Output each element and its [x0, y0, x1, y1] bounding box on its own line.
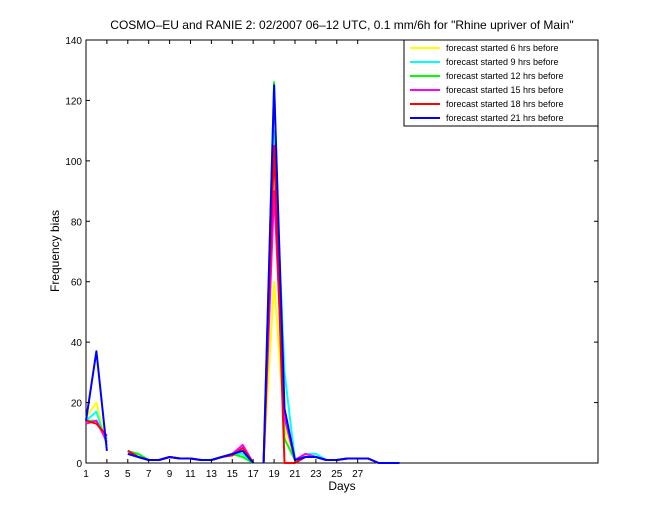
x-tick-label: 15: [227, 469, 239, 480]
legend-entries: forecast started 6 hrs before forecast st…: [410, 43, 564, 123]
y-tick-label: 40: [71, 338, 83, 349]
y-tick-label: 100: [65, 157, 82, 168]
x-tick-label: 9: [167, 469, 173, 480]
legend-label-1: forecast started 9 hrs before: [446, 57, 559, 67]
y-tick-label: 20: [71, 399, 83, 410]
x-tick-label: 3: [104, 469, 110, 480]
y-tick-label: 140: [65, 36, 82, 47]
legend-label-4: forecast started 18 hrs before: [446, 99, 564, 109]
x-tick-label: 27: [352, 469, 364, 480]
legend-box: [403, 39, 599, 127]
chart-title: COSMO–EU and RANIE 2: 02/2007 06–12 UTC,…: [110, 18, 573, 32]
x-tick-label: 1: [83, 469, 89, 480]
y-tick-label: 120: [65, 96, 82, 107]
legend-label-3: forecast started 15 hrs before: [446, 85, 564, 95]
legend-label-2: forecast started 12 hrs before: [446, 71, 564, 81]
y-tick-label: 60: [71, 278, 83, 289]
x-tick-label: 7: [146, 469, 152, 480]
x-tick-label: 23: [310, 469, 322, 480]
x-tick-label: 5: [125, 469, 131, 480]
x-tick-label: 21: [289, 469, 301, 480]
y-ticks: 0 20 40 60 80 100 120 140: [65, 36, 598, 470]
x-tick-label: 19: [269, 469, 281, 480]
x-tick-label: 25: [331, 469, 343, 480]
x-axis-label: Days: [328, 479, 355, 493]
legend-label-0: forecast started 6 hrs before: [446, 43, 559, 53]
x-tick-label: 17: [248, 469, 260, 480]
x-ticks: 1 3 5 7 9 11 13 15 17 19 21 23 25 27: [83, 40, 364, 480]
y-tick-label: 80: [71, 217, 83, 228]
legend: forecast started 6 hrs before forecast st…: [403, 39, 599, 127]
x-tick-label: 13: [206, 469, 218, 480]
x-tick-label: 11: [185, 469, 196, 480]
y-axis-label: Frequency bias: [48, 210, 62, 292]
legend-label-5: forecast started 21 hrs before: [446, 113, 564, 123]
y-tick-label: 0: [76, 459, 82, 470]
